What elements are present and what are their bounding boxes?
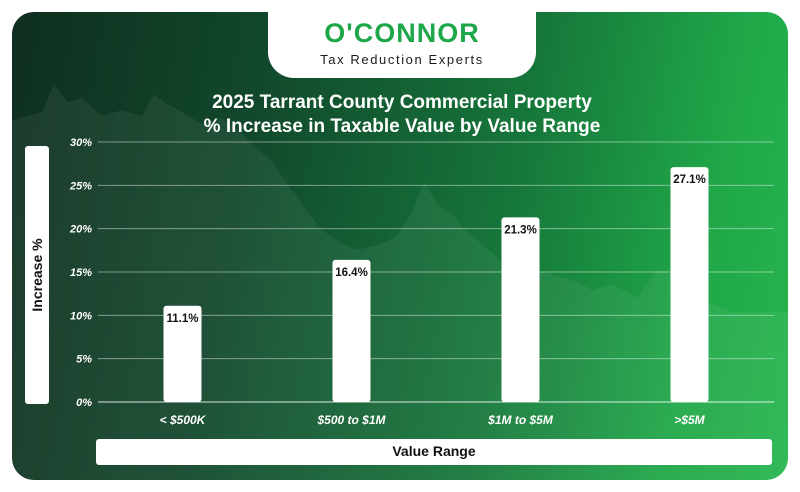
chart-title-line1: 2025 Tarrant County Commercial Property	[212, 92, 592, 113]
bar-value-label: 11.1%	[167, 313, 199, 325]
bar-chart-plot: 0% 5% 10% 15% 20% 25% 30% 11.1% < $500K 16.4% $500…	[69, 137, 774, 427]
y-tick-label: 5%	[76, 354, 92, 366]
chart-title-line2: % Increase in Taxable Value by Value Ran…	[203, 116, 601, 137]
x-tick-label: < $500K	[160, 413, 207, 427]
y-tick-label: 20%	[69, 224, 92, 236]
background-mountain-shape	[12, 84, 788, 480]
y-tick-label: 25%	[69, 180, 92, 192]
x-axis-label: Value Range	[392, 443, 476, 459]
bar	[501, 217, 540, 402]
bar	[670, 167, 709, 402]
bar-value-label: 27.1%	[673, 174, 706, 186]
y-tick-label: 0%	[76, 397, 92, 409]
x-tick-label: $1M to $5M	[487, 413, 554, 427]
bar	[332, 259, 371, 402]
logo-badge: O'CONNOR Tax Reduction Experts	[268, 12, 536, 78]
y-tick-label: 15%	[70, 267, 92, 279]
chart-frame: O'CONNOR Tax Reduction Experts 2025 Tarr…	[12, 12, 788, 480]
x-tick-label: >$5M	[674, 413, 705, 427]
bar-value-label: 21.3%	[504, 224, 537, 236]
bar-value-label: 16.4%	[335, 267, 368, 279]
y-axis-label-box	[25, 146, 49, 404]
bar	[163, 305, 202, 402]
brand-tagline: Tax Reduction Experts	[320, 52, 484, 67]
y-tick-label: 30%	[70, 137, 92, 149]
y-tick-label: 10%	[70, 310, 92, 322]
x-axis-label-box	[96, 439, 772, 465]
brand-logo: O'CONNOR	[324, 18, 480, 48]
x-tick-label: $500 to $1M	[316, 413, 386, 427]
